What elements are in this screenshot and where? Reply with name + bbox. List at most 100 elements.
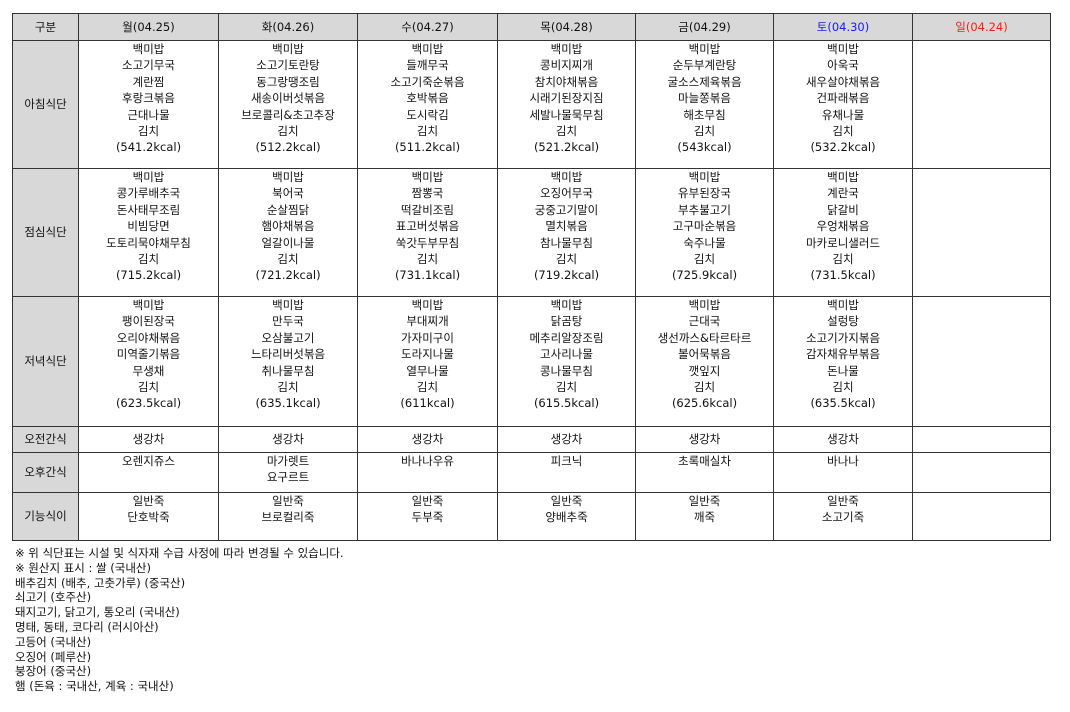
menu-item: 일반죽 <box>132 494 165 508</box>
menu-item: 브로콜리&초고추장 <box>241 107 335 122</box>
menu-item: 김치 <box>416 380 439 395</box>
menu-item: 오리야채볶음 <box>116 330 181 345</box>
menu-item: 김치 <box>137 252 160 267</box>
menu-item: 도라지나물 <box>401 347 454 362</box>
menu-item: 일반죽 <box>688 494 721 508</box>
menu-item: 백미밥 <box>827 170 859 184</box>
day-header: 금(04.29) <box>635 13 774 41</box>
menu-cell <box>912 40 1051 169</box>
menu-cell: 생강차 <box>78 426 219 453</box>
menu-item: 김치 <box>693 380 716 395</box>
menu-cell: 백미밥 유부된장국 부추불고기 고구마순볶음 숙주나물 김치 (725.9kcal) <box>635 168 774 297</box>
menu-cell: 백미밥 근대국 생선까스&타르타르 볼어묵볶음 깻잎지 김치 (625.6kcal) <box>635 296 774 427</box>
note-line: 오징어 (페루산) <box>15 649 92 664</box>
menu-item: 브로컬리죽 <box>261 510 315 525</box>
menu-cell: 백미밥 아욱국 새우살야채볶음 건파래볶음 유채나물 김치 (532.2kcal) <box>773 40 913 169</box>
menu-cell: 백미밥 짬뽕국 떡갈비조림 표고버섯볶음 쑥갓두부무침 김치 (731.1kcal) <box>357 168 498 297</box>
menu-item: 소고기무국 <box>122 58 175 73</box>
menu-item: 돈나물 <box>827 363 859 378</box>
menu-item: 우엉채볶음 <box>816 219 870 234</box>
menu-item: 팽이된장국 <box>122 314 175 329</box>
menu-item: 백미밥 <box>272 42 304 56</box>
menu-item: 김치 <box>693 124 716 139</box>
menu-item: 일반죽 <box>272 494 304 508</box>
menu-cell: 백미밥 부대찌개 가자미구이 도라지나물 열무나물 김치 (611kcal) <box>357 296 498 427</box>
meal-menu-table: 구분 월(04.25) 화(04.26) 수(04.27) 목(04.28) 금(04.… <box>12 13 1051 541</box>
menu-item: 근대국 <box>688 314 721 329</box>
menu-item: 생선까스&타르타르 <box>657 330 752 345</box>
menu-cell: 생강차 <box>497 426 636 453</box>
menu-item: (715.2kcal) <box>115 268 182 283</box>
menu-item: (725.9kcal) <box>671 268 738 283</box>
menu-cell: 백미밥 콩가루배추국 돈사태무조림 비빔당면 도토리묵야채무침 김치 (715.2kcal) <box>78 168 219 297</box>
menu-item: 초록매실차 <box>678 454 731 468</box>
menu-cell: 백미밥 계란국 닭갈비 우엉채볶음 마카로니샐러드 김치 (731.5kcal) <box>773 168 913 297</box>
menu-item: 고사리나물 <box>540 347 593 362</box>
menu-item: 김치 <box>277 380 299 395</box>
note-line: ※ 원산지 표시 : 쌀 (국내산) <box>15 560 151 575</box>
menu-item: 콩비지찌개 <box>540 58 593 73</box>
menu-item: 바나나 <box>827 454 859 468</box>
day-header: 목(04.28) <box>497 13 636 41</box>
menu-item: 가자미구이 <box>401 330 454 345</box>
menu-item: 건파래볶음 <box>816 91 870 106</box>
menu-item: (512.2kcal) <box>255 140 321 155</box>
menu-item: (532.2kcal) <box>810 140 876 155</box>
menu-item: 소고기가지볶음 <box>805 330 881 345</box>
menu-item: 백미밥 <box>411 170 444 184</box>
menu-item: (731.5kcal) <box>810 268 876 283</box>
menu-item: (615.5kcal) <box>533 396 600 411</box>
menu-cell: 초록매실차 <box>635 452 774 493</box>
menu-item: 생강차 <box>688 432 721 447</box>
menu-item: 김치 <box>137 380 160 395</box>
menu-cell: 생강차 <box>635 426 774 453</box>
meal-row-label: 기능식이 <box>12 492 79 541</box>
menu-item: 김치 <box>555 252 578 267</box>
meal-row: 오전간식 생강차 생강차 생강차 생강차 생강차 생강차 <box>12 426 1051 453</box>
menu-item: 백미밥 <box>827 42 859 56</box>
menu-cell: 일반죽 양배추죽 <box>497 492 636 541</box>
menu-item: 햄야채볶음 <box>261 219 315 234</box>
menu-item: 김치 <box>137 124 160 139</box>
menu-item: (721.2kcal) <box>255 268 321 283</box>
menu-item: 부추불고기 <box>678 202 731 217</box>
menu-cell: 생강차 <box>218 426 358 453</box>
menu-item: 깻잎지 <box>688 363 721 378</box>
menu-item: 만두국 <box>272 314 304 329</box>
menu-item: 계란국 <box>827 186 859 201</box>
menu-item: (635.5kcal) <box>810 396 876 411</box>
menu-cell <box>912 296 1051 427</box>
menu-item: 멸치볶음 <box>545 219 588 234</box>
note-line: ※ 위 식단표는 시설 및 식자재 수급 사정에 따라 변경될 수 있습니다. <box>15 546 344 560</box>
menu-item: 얼갈이나물 <box>261 235 315 250</box>
menu-item: 김치 <box>693 252 716 267</box>
menu-item: 백미밥 <box>550 298 583 312</box>
menu-item: 생강차 <box>272 432 304 447</box>
menu-item: 설렁탕 <box>827 314 859 329</box>
menu-item: 감자채유부볶음 <box>805 347 881 362</box>
menu-item: 생강차 <box>827 432 859 447</box>
menu-item: 백미밥 <box>411 42 444 56</box>
menu-item: (719.2kcal) <box>533 268 600 283</box>
menu-cell: 백미밥 순두부계란탕 굴소스제육볶음 마늘쫑볶음 해초무침 김치 (543kcal) <box>635 40 774 169</box>
day-header: 토(04.30) <box>773 13 913 41</box>
menu-item: 바나나우유 <box>401 454 454 468</box>
menu-cell: 백미밥 오징어무국 궁중고기말이 멸치볶음 참나물무침 김치 (719.2kcal) <box>497 168 636 297</box>
menu-item: 소고기죽순볶음 <box>390 74 465 89</box>
menu-item: 시래기된장지짐 <box>529 91 604 106</box>
menu-item: 김치 <box>277 124 299 139</box>
menu-item: 요구르트 <box>266 470 310 485</box>
menu-cell: 백미밥 닭곰탕 메추리알장조림 고사리나물 콩나물무침 김치 (615.5kcal) <box>497 296 636 427</box>
menu-item: 짬뽕국 <box>411 186 444 201</box>
menu-item: 궁중고기말이 <box>534 202 599 217</box>
menu-cell: 백미밥 소고기토란탕 동그랑땡조림 새송이버섯볶음 브로콜리&초고추장 김치 (512.2k… <box>218 40 358 169</box>
menu-cell: 일반죽 두부죽 <box>357 492 498 541</box>
menu-item: (521.2kcal) <box>533 140 600 155</box>
menu-cell <box>912 426 1051 453</box>
menu-item: 유채나물 <box>821 107 865 122</box>
menu-item: 소고기죽 <box>821 510 865 525</box>
menu-cell <box>912 492 1051 541</box>
menu-cell: 백미밥 들깨무국 소고기죽순볶음 호박볶음 도시락김 김치 (511.2kcal) <box>357 40 498 169</box>
menu-cell: 백미밥 만두국 오삼불고기 느타리버섯볶음 취나물무침 김치 (635.1kcal) <box>218 296 358 427</box>
menu-item: 부대찌개 <box>406 314 449 329</box>
